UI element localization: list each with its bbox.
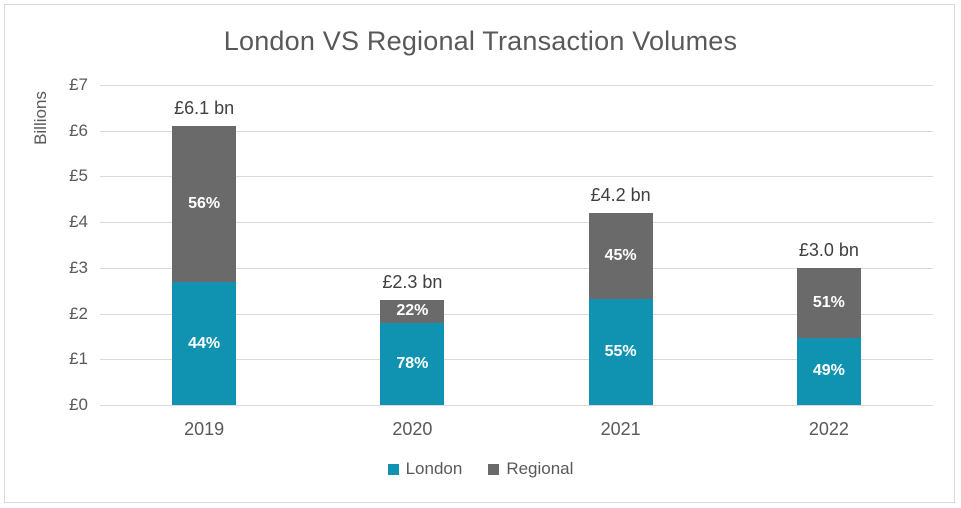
bar-total-label: £4.2 bn [590,185,651,205]
legend-item-regional: Regional [488,459,573,479]
gridline [100,176,933,178]
bar-segment-regional-2021: 45% [588,213,653,300]
y-tick-label: £6 [69,120,88,140]
bar-segment-london-2022: 49% [796,337,861,405]
y-tick-label: £2 [69,303,88,323]
bar-segment-regional-2020: 22% [380,299,445,323]
x-axis-label-2019: 2019 [184,419,225,439]
x-axis-label-2022: 2022 [808,419,849,439]
segment-percent-label: 78% [396,355,429,372]
segment-percent-label: 55% [604,343,637,361]
chart-frame [4,4,955,503]
gridline [100,222,933,224]
legend-swatch-regional [488,463,500,475]
gridline [100,267,933,269]
segment-percent-label: 49% [812,362,845,380]
gridline [100,405,933,406]
x-axis-label-2020: 2020 [392,419,433,439]
y-tick-label: £5 [69,166,88,186]
chart-title: London VS Regional Transaction Volumes [223,26,738,56]
segment-percent-label: 22% [396,302,429,320]
legend-swatch-london [387,463,399,475]
gridline [100,359,933,361]
gridline [100,85,933,86]
bar-total-label: £3.0 bn [798,239,859,260]
segment-percent-label: 51% [812,293,845,311]
segment-percent-label: 44% [188,334,221,352]
y-tick-label: £4 [69,212,88,232]
bar-segment-regional-2022: 51% [796,267,861,338]
gridline [100,130,933,132]
legend: London Regional [0,459,961,479]
bar-segment-london-2020: 78% [380,323,445,405]
legend-label-regional: Regional [506,459,574,478]
segment-percent-label: 45% [604,247,637,265]
x-axis-label-2021: 2021 [600,419,641,439]
bar-total-label: £6.1 bn [174,98,235,119]
segment-percent-label: 56% [188,195,221,213]
y-tick-label: £3 [69,257,88,277]
bar-segment-london-2021: 55% [588,299,653,405]
y-tick-label: £0 [69,395,88,414]
legend-item-london: London [387,459,463,479]
y-tick-label: £1 [69,349,88,369]
plot-area: 44% 56% 78% 22% 55% 45% 49% 51% £6.1 bn £2.3 bn £… [100,85,933,406]
bar-total-label: £2.3 bn [382,271,443,292]
gridline [100,313,933,315]
y-tick-label: £7 [69,75,88,94]
legend-label-london: London [405,459,463,478]
bar-segment-regional-2019: 56% [172,126,237,283]
bar-segment-london-2019: 44% [172,282,237,405]
